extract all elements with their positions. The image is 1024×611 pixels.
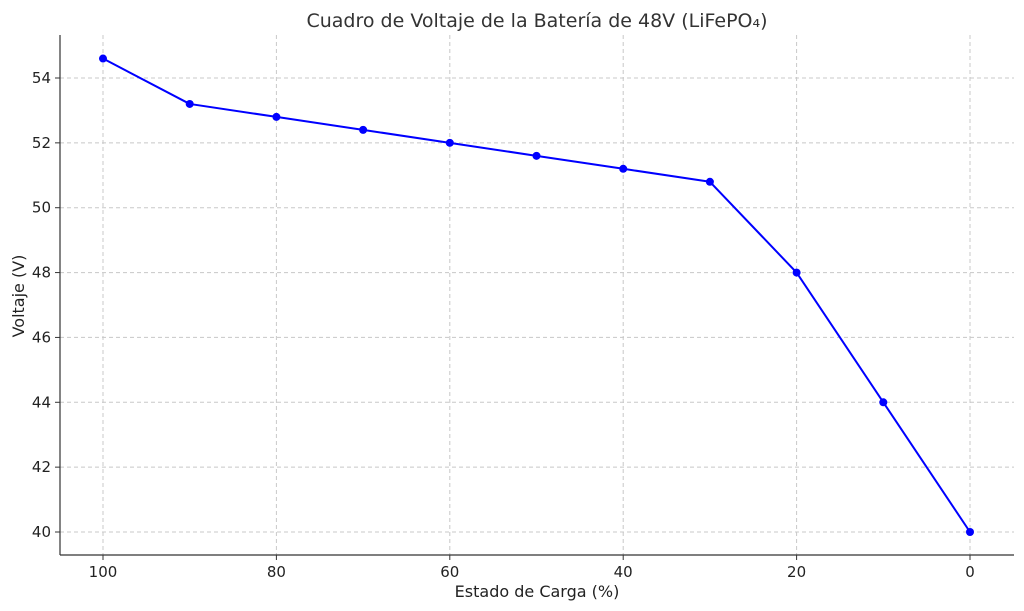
y-tick-label: 52	[32, 134, 51, 152]
y-axis-label: Voltaje (V)	[9, 255, 28, 338]
x-tick-label: 80	[267, 563, 286, 581]
data-point	[359, 125, 368, 134]
x-tick-label: 60	[440, 563, 459, 581]
data-point	[272, 112, 281, 121]
grid	[60, 35, 1014, 555]
y-tick-label: 44	[32, 393, 51, 411]
series-line	[102, 57, 971, 533]
data-point	[705, 177, 714, 186]
ticks: 100 80 60 40 20 0 40 42 44 46 48 50 52 54	[32, 69, 975, 581]
x-tick-label: 100	[89, 563, 118, 581]
data-point	[445, 138, 454, 147]
data-point	[966, 528, 974, 536]
axes-frame	[59, 35, 1014, 556]
data-point	[792, 268, 801, 277]
y-tick-label: 42	[32, 458, 51, 476]
data-point	[532, 151, 541, 160]
series-layer	[99, 54, 974, 536]
data-point	[99, 54, 107, 63]
data-point	[879, 398, 888, 407]
x-axis-label: Estado de Carga (%)	[455, 582, 620, 601]
data-point	[619, 164, 628, 173]
y-tick-label: 48	[32, 264, 51, 282]
y-tick-label: 50	[32, 199, 51, 217]
y-tick-label: 46	[32, 328, 51, 346]
x-tick-label: 0	[965, 563, 975, 581]
x-tick-label: 40	[614, 563, 633, 581]
chart-title: Cuadro de Voltaje de la Batería de 48V (…	[306, 10, 767, 32]
x-tick-label: 20	[787, 563, 806, 581]
data-point	[185, 99, 194, 108]
y-tick-label: 54	[32, 69, 51, 87]
y-tick-label: 40	[32, 523, 51, 541]
